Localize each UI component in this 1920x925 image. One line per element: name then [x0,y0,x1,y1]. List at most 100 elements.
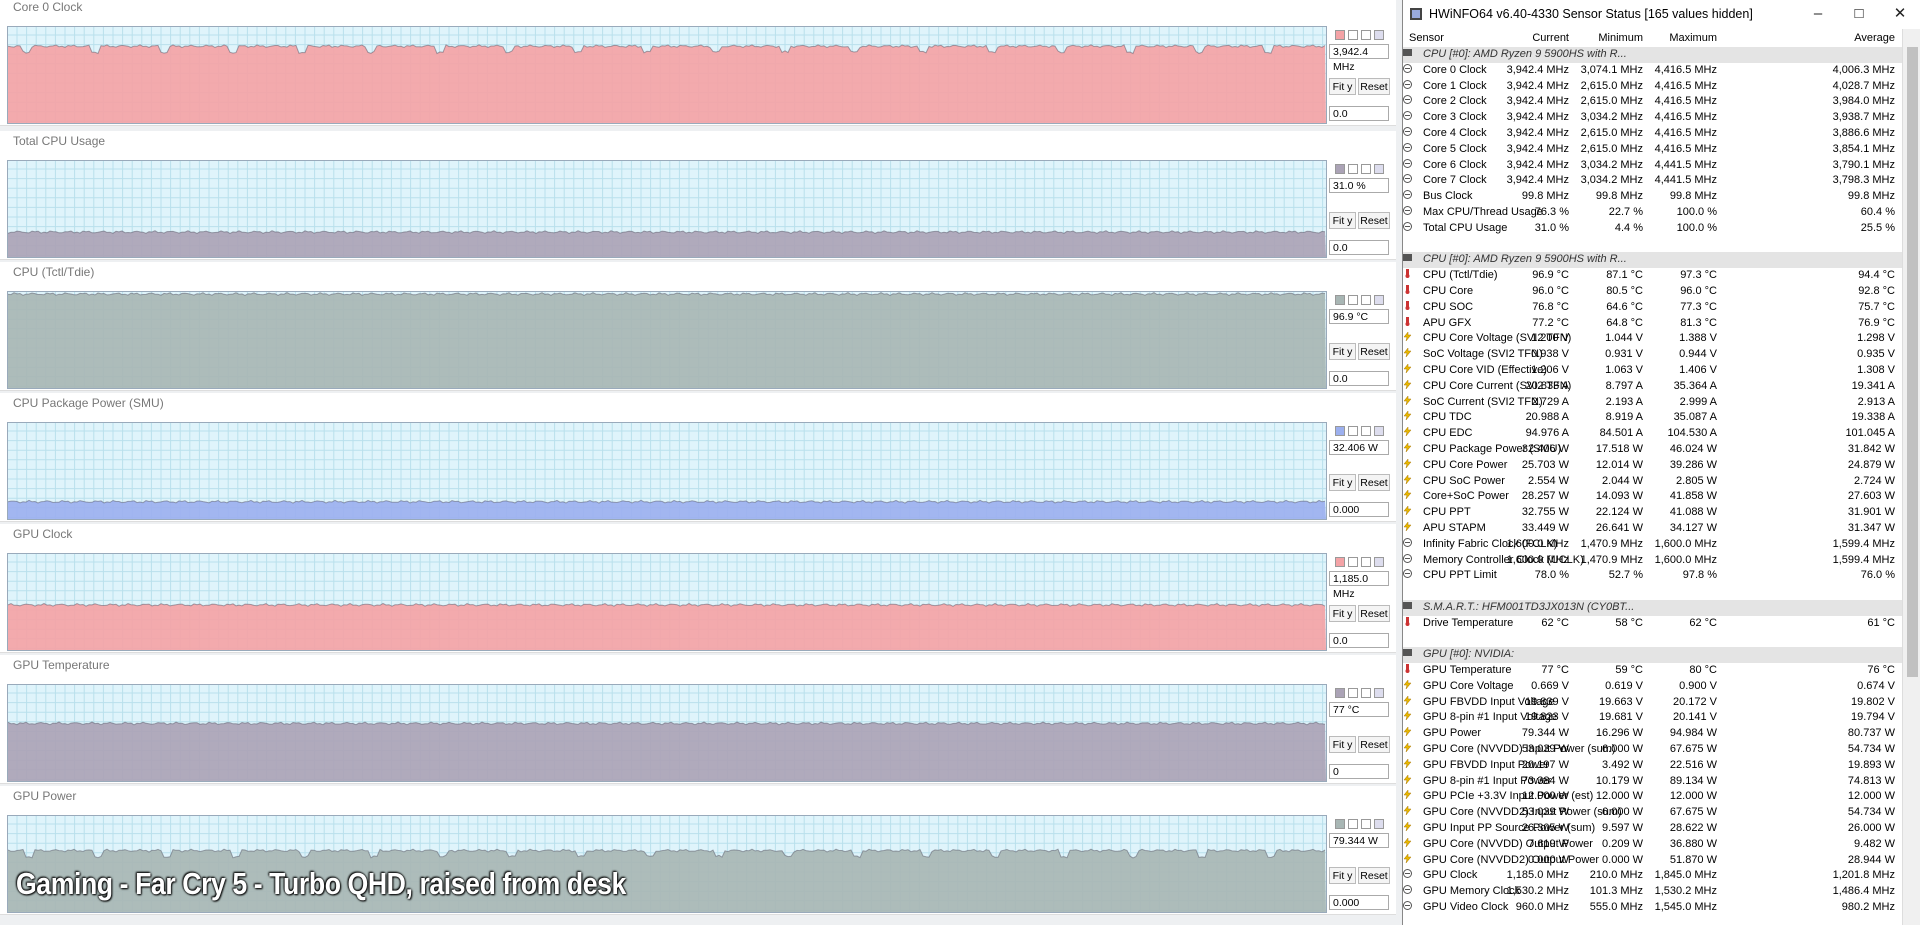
fit-button[interactable]: Fit y [1329,343,1356,360]
reset-button[interactable]: Reset [1358,736,1390,753]
sensor-row[interactable]: CPU Core Current (SVI2 TFN) 20.833 A 8.797… [1403,379,1903,395]
sensor-row[interactable]: Total CPU Usage 31.0 % 4.4 % 100.0 % 25.5 % [1403,221,1903,237]
sensor-row[interactable]: CPU PPT 32.755 W 22.124 W 41.088 W 31.901 W [1403,505,1903,521]
fit-button[interactable]: Fit y [1329,736,1356,753]
reset-button[interactable]: Reset [1358,605,1390,622]
group-header[interactable]: CPU [#0]: AMD Ryzen 9 5900HS with R... [1403,47,1903,63]
sensor-row[interactable]: Core+SoC Power 28.257 W 14.093 W 41.858 W 27… [1403,489,1903,505]
graph-option[interactable] [1348,557,1358,567]
group-header[interactable]: GPU [#0]: NVIDIA: [1403,647,1903,664]
graph-option[interactable] [1335,295,1345,305]
graph-option[interactable] [1374,164,1384,174]
graph-option[interactable] [1348,30,1358,40]
sensor-row[interactable]: CPU Core VID (Effective) 1.206 V 1.063 V 1.… [1403,363,1903,379]
sensor-row[interactable]: CPU Package Power (SMU) 32.406 W 17.518 W 4… [1403,442,1903,458]
fit-button[interactable]: Fit y [1329,212,1356,229]
sensor-row[interactable]: CPU SOC 76.8 °C 64.6 °C 77.3 °C 75.7 °C [1403,300,1903,316]
graph-option[interactable] [1348,295,1358,305]
sensor-row[interactable]: GPU PCIe +3.3V Input Power (est) 12.000 W… [1403,789,1903,805]
reset-button[interactable]: Reset [1358,343,1390,360]
maximize-button[interactable]: □ [1854,5,1864,22]
sensor-row[interactable]: GPU Clock 1,185.0 MHz 210.0 MHz 1,845.0 MHz… [1403,868,1903,884]
sensor-row[interactable]: CPU SoC Power 2.554 W 2.044 W 2.805 W 2.724 … [1403,473,1903,490]
graph-option[interactable] [1361,426,1371,436]
graph-option[interactable] [1335,30,1345,40]
sensor-row[interactable]: GPU Memory Clock 1,530.2 MHz 101.3 MHz 1,53… [1403,884,1903,900]
sensor-row[interactable]: Core 3 Clock 3,942.4 MHz 3,034.2 MHz 4,416.… [1403,110,1903,126]
sensor-row[interactable]: GPU Core (NVVDD2) Output Power 0.000 W 0.0… [1403,852,1903,869]
graph-option[interactable] [1374,557,1384,567]
scroll-thumb[interactable] [1907,47,1918,677]
graph-option[interactable] [1374,295,1384,305]
sensor-row[interactable]: GPU 8-pin #1 Input Voltage 19.823 V 19.681… [1403,710,1903,726]
reset-button[interactable]: Reset [1358,78,1390,95]
sensor-row[interactable]: CPU Core Voltage (SVI2 TFN) 1.200 V 1.044 … [1403,331,1903,347]
sensor-row[interactable]: CPU TDC 20.988 A 8.919 A 35.087 A 19.338 A [1403,410,1903,426]
graph-option[interactable] [1335,688,1345,698]
sensor-row[interactable]: GPU FBVDD Input Power 20.197 W 3.492 W 22.5… [1403,758,1903,774]
graph-option[interactable] [1361,819,1371,829]
graph-option[interactable] [1361,164,1371,174]
fit-button[interactable]: Fit y [1329,78,1356,95]
sensor-row[interactable]: CPU Core 96.0 °C 80.5 °C 96.0 °C 92.8 °C [1403,284,1903,300]
fit-button[interactable]: Fit y [1329,605,1356,622]
sensor-row[interactable]: Max CPU/Thread Usage 76.3 % 22.7 % 100.0 % 6… [1403,205,1903,221]
sensor-row[interactable]: Memory Controller Clock (UCLK) 1,600.0 MH… [1403,553,1903,569]
sensor-row[interactable]: APU GFX 77.2 °C 64.8 °C 81.3 °C 76.9 °C [1403,316,1903,332]
graph-option[interactable] [1348,426,1358,436]
graph-option[interactable] [1374,30,1384,40]
scrollbar[interactable] [1902,29,1920,925]
sensor-row[interactable]: APU STAPM 33.449 W 26.641 W 34.127 W 31.347 … [1403,521,1903,537]
sensor-row[interactable]: GPU Input PP Source Power (sum) 26.305 W 9… [1403,821,1903,837]
sensor-row[interactable]: CPU (Tctl/Tdie) 96.9 °C 87.1 °C 97.3 °C 94.4… [1403,268,1903,284]
sensor-row[interactable]: SoC Current (SVI2 TFN) 2.729 A 2.193 A 2.99… [1403,394,1903,411]
sensor-row[interactable]: CPU Core Power 25.703 W 12.014 W 39.286 W 24… [1403,458,1903,474]
reset-button[interactable]: Reset [1358,212,1390,229]
graph-option[interactable] [1335,164,1345,174]
sensor-row[interactable]: CPU PPT Limit 78.0 % 52.7 % 97.8 % 76.0 % [1403,568,1903,584]
minimize-button[interactable]: – [1813,5,1823,22]
group-header[interactable]: S.M.A.R.T.: HFM001TD3JX013N (CY0BT... [1403,599,1903,616]
sensor-row[interactable]: Infinity Fabric Clock (FCLK) 1,600.0 MHz 1… [1403,537,1903,553]
sensor-row[interactable]: Core 0 Clock 3,942.4 MHz 3,074.1 MHz 4,416.… [1403,63,1903,79]
reset-button[interactable]: Reset [1358,867,1390,884]
sensor-row[interactable]: GPU Core Voltage 0.669 V 0.619 V 0.900 V 0.6… [1403,679,1903,695]
sensor-row[interactable]: GPU Core (NVVDD) Output Power 7.619 W 0.20… [1403,837,1903,853]
sensor-value: 3,942.4 MHz [1506,126,1569,139]
sensor-row[interactable]: Core 4 Clock 3,942.4 MHz 2,615.0 MHz 4,416.… [1403,126,1903,142]
fit-button[interactable]: Fit y [1329,867,1356,884]
reset-button[interactable]: Reset [1358,474,1390,491]
sensor-row[interactable]: GPU Core (NVVDD) Input Power (sum) 53.039… [1403,742,1903,758]
graph-option[interactable] [1335,819,1345,829]
graph-option[interactable] [1348,688,1358,698]
sensor-row[interactable]: Core 7 Clock 3,942.4 MHz 3,034.2 MHz 4,441.… [1403,173,1903,189]
sensor-row[interactable]: CPU EDC 94.976 A 84.501 A 104.530 A 101.045 … [1403,426,1903,442]
sensor-row[interactable]: GPU Temperature 77 °C 59 °C 80 °C 76 °C [1403,663,1903,679]
sensor-row[interactable]: Bus Clock 99.8 MHz 99.8 MHz 99.8 MHz 99.8 MH… [1403,189,1903,205]
graph-option[interactable] [1335,426,1345,436]
sensor-row[interactable]: Core 5 Clock 3,942.4 MHz 2,615.0 MHz 4,416.… [1403,142,1903,158]
sensor-row[interactable]: Core 6 Clock 3,942.4 MHz 3,034.2 MHz 4,441.… [1403,158,1903,174]
sensor-row[interactable]: GPU Video Clock 960.0 MHz 555.0 MHz 1,545.0… [1403,900,1903,916]
graph-option[interactable] [1361,30,1371,40]
sensor-row[interactable]: SoC Voltage (SVI2 TFN) 0.938 V 0.931 V 0.94… [1403,347,1903,363]
close-button[interactable]: ✕ [1893,5,1907,22]
graph-option[interactable] [1361,688,1371,698]
graph-option[interactable] [1361,295,1371,305]
graph-option[interactable] [1348,819,1358,829]
graph-option[interactable] [1335,557,1345,567]
sensor-row[interactable]: Core 2 Clock 3,942.4 MHz 2,615.0 MHz 4,416.… [1403,94,1903,110]
fit-button[interactable]: Fit y [1329,474,1356,491]
graph-option[interactable] [1374,819,1384,829]
group-header[interactable]: CPU [#0]: AMD Ryzen 9 5900HS with R... [1403,252,1903,269]
sensor-row[interactable]: GPU Core (NVVDD2) Input Power (sum) 53.03… [1403,805,1903,821]
sensor-row[interactable]: Core 1 Clock 3,942.4 MHz 2,615.0 MHz 4,416.… [1403,79,1903,95]
graph-option[interactable] [1374,426,1384,436]
sensor-row[interactable]: GPU 8-pin #1 Input Power 73.384 W 10.179 W… [1403,773,1903,790]
sensor-row[interactable]: Drive Temperature 62 °C 58 °C 62 °C 61 °C [1403,616,1903,632]
graph-option[interactable] [1348,164,1358,174]
sensor-row[interactable]: GPU FBVDD Input Voltage 19.839 V 19.663 V 2… [1403,694,1903,711]
graph-option[interactable] [1361,557,1371,567]
graph-option[interactable] [1374,688,1384,698]
sensor-row[interactable]: GPU Power 79.344 W 16.296 W 94.984 W 80.737 … [1403,726,1903,742]
